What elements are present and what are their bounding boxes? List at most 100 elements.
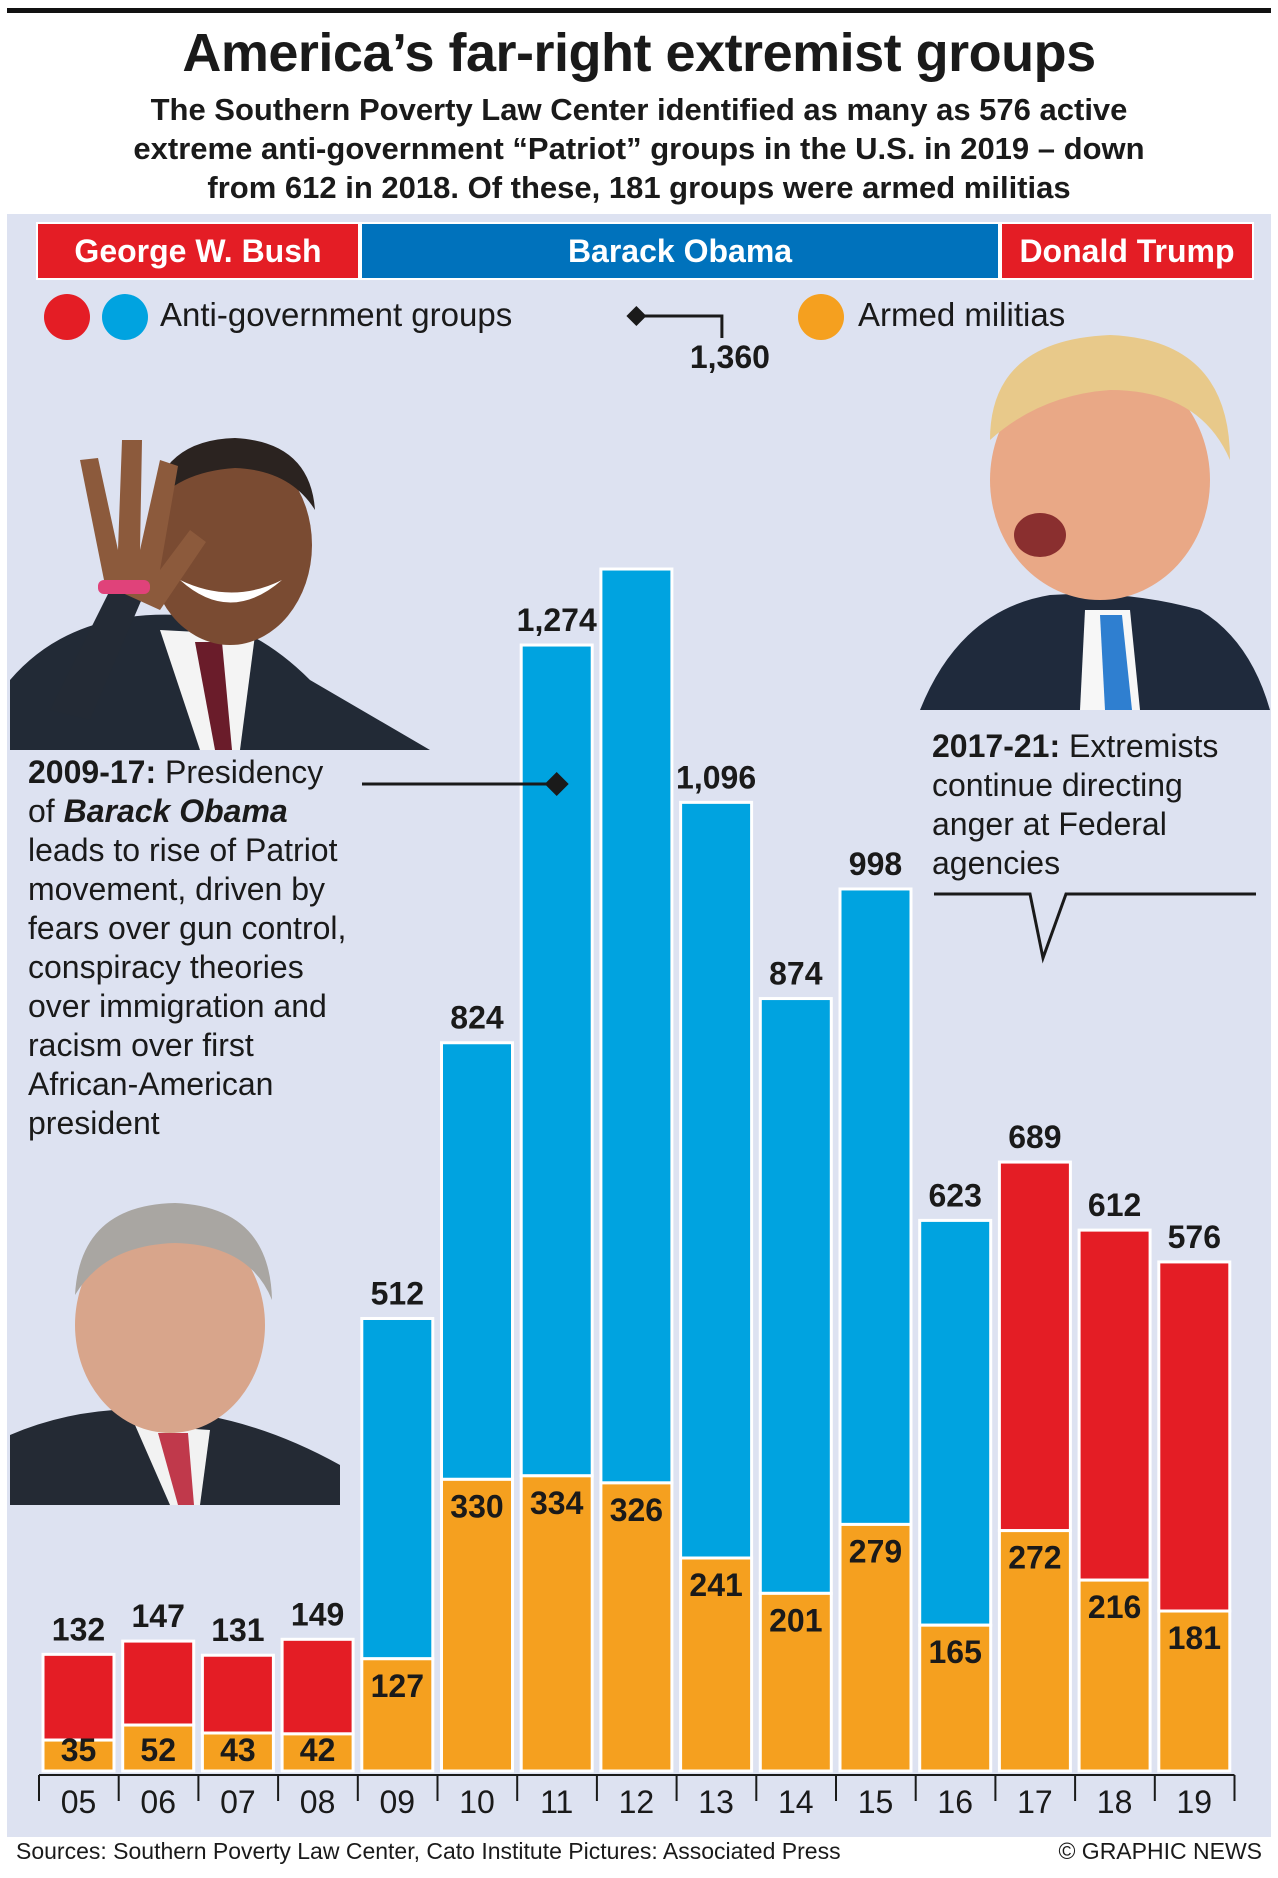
militia-label-09: 127 bbox=[371, 1668, 424, 1704]
legend-orange-dot bbox=[798, 294, 844, 340]
trump-annotation-line: continue directing bbox=[932, 767, 1183, 803]
militia-label-06: 52 bbox=[140, 1732, 176, 1768]
x-tick-label-13: 13 bbox=[698, 1784, 734, 1820]
total-label-08: 149 bbox=[291, 1596, 344, 1632]
subtitle-line-3: from 612 in 2018. Of these, 181 groups w… bbox=[207, 170, 1071, 205]
total-label-09: 512 bbox=[371, 1275, 424, 1311]
era-trump: Donald Trump bbox=[1000, 222, 1254, 280]
obama-annotation-of: of bbox=[28, 793, 64, 829]
militia-label-14: 201 bbox=[769, 1602, 822, 1638]
bar-anti-government-08 bbox=[280, 1637, 355, 1736]
obama-annotation-line: conspiracy theories bbox=[28, 949, 304, 985]
bar-anti-government-05 bbox=[41, 1652, 116, 1742]
obama-annotation-line: African-American bbox=[28, 1066, 274, 1102]
militia-label-18: 216 bbox=[1088, 1589, 1141, 1625]
trump-annotation-line: anger at Federal bbox=[932, 806, 1167, 842]
bar-anti-government-12 bbox=[599, 567, 674, 1485]
bush-photo bbox=[10, 1203, 340, 1505]
militia-label-07: 43 bbox=[220, 1732, 256, 1768]
bar-armed-militias-10 bbox=[440, 1477, 514, 1773]
sources-footer: Sources: Southern Poverty Law Center, Ca… bbox=[16, 1838, 841, 1864]
x-tick-label-19: 19 bbox=[1177, 1784, 1213, 1820]
militia-label-16: 165 bbox=[929, 1634, 982, 1670]
bar-armed-militias-19 bbox=[1157, 1609, 1232, 1773]
bar-anti-government-17 bbox=[997, 1160, 1072, 1533]
x-tick-label-09: 09 bbox=[380, 1784, 416, 1820]
bar-armed-militias-16 bbox=[918, 1623, 993, 1773]
total-label-13: 1,096 bbox=[676, 759, 756, 795]
trump-annotation-text: Extremists bbox=[1060, 728, 1219, 764]
militia-label-12: 326 bbox=[610, 1492, 663, 1528]
bar-anti-government-11 bbox=[519, 643, 594, 1478]
obama-annotation-line: fears over gun control, bbox=[28, 910, 347, 946]
x-tick-label-14: 14 bbox=[778, 1784, 814, 1820]
page-title: America’s far-right extremist groups bbox=[182, 23, 1096, 83]
x-tick-label-08: 08 bbox=[300, 1784, 336, 1820]
legend-militias-label: Armed militias bbox=[858, 296, 1066, 333]
obama-annotation-name: Barack Obama bbox=[63, 793, 288, 829]
bar-armed-militias-05 bbox=[41, 1738, 116, 1773]
total-label-12: 1,360 bbox=[690, 339, 770, 375]
total-label-11: 1,274 bbox=[517, 602, 597, 638]
bar-armed-militias-09 bbox=[360, 1657, 435, 1773]
x-tick-label-07: 07 bbox=[220, 1784, 256, 1820]
bar-armed-militias-08 bbox=[280, 1732, 355, 1773]
militia-label-11: 334 bbox=[530, 1485, 584, 1521]
bar-anti-government-18 bbox=[1077, 1228, 1152, 1582]
militia-label-15: 279 bbox=[849, 1533, 902, 1569]
obama-annotation-line: president bbox=[28, 1105, 160, 1141]
total-label-05: 132 bbox=[52, 1611, 105, 1647]
era-obama: Barack Obama bbox=[360, 222, 1000, 280]
obama-annotation-years: 2009-17: bbox=[28, 754, 157, 790]
legend-anti-gov-label: Anti-government groups bbox=[160, 296, 513, 333]
bar-armed-militias-13 bbox=[679, 1556, 754, 1773]
bar-anti-government-10 bbox=[440, 1041, 514, 1481]
obama-annotation-line: racism over first bbox=[28, 1027, 254, 1063]
trump-annotation: 2017-21: Extremists continue directing a… bbox=[932, 727, 1218, 883]
militia-label-05: 35 bbox=[61, 1732, 97, 1768]
militia-label-10: 330 bbox=[450, 1488, 503, 1524]
obama-annotation: 2009-17: Presidency of Barack Obama lead… bbox=[28, 753, 346, 1143]
total-label-17: 689 bbox=[1008, 1119, 1061, 1155]
bar-anti-government-09 bbox=[360, 1316, 435, 1661]
obama-annotation-line: movement, driven by bbox=[28, 871, 326, 907]
bar-armed-militias-07 bbox=[200, 1731, 275, 1773]
bar-armed-militias-18 bbox=[1077, 1578, 1152, 1773]
bar-armed-militias-06 bbox=[121, 1723, 196, 1773]
x-tick-label-17: 17 bbox=[1017, 1784, 1053, 1820]
total-label-14: 874 bbox=[769, 956, 823, 992]
militia-label-08: 42 bbox=[300, 1732, 336, 1768]
top-rule bbox=[7, 8, 1271, 13]
callout-2012-marker bbox=[626, 306, 647, 326]
bar-anti-government-14 bbox=[758, 997, 833, 1595]
bar-anti-government-16 bbox=[918, 1218, 993, 1627]
legend-red-dot bbox=[44, 294, 90, 340]
bar-armed-militias-14 bbox=[758, 1591, 833, 1773]
callout-2012-leader bbox=[636, 314, 724, 338]
bar-armed-militias-12 bbox=[599, 1481, 674, 1773]
trump-annotation-years: 2017-21: bbox=[932, 728, 1061, 764]
total-label-15: 998 bbox=[849, 846, 902, 882]
bar-anti-government-19 bbox=[1157, 1260, 1232, 1613]
obama-annotation-line: over immigration and bbox=[28, 988, 327, 1024]
obama-photo bbox=[10, 438, 430, 750]
obama-annotation-marker bbox=[544, 772, 569, 796]
x-tick-label-18: 18 bbox=[1097, 1784, 1133, 1820]
x-tick-label-15: 15 bbox=[858, 1784, 894, 1820]
bar-armed-militias-17 bbox=[997, 1529, 1072, 1773]
credit: © GRAPHIC NEWS bbox=[1058, 1838, 1262, 1864]
obama-annotation-text: Presidency bbox=[156, 754, 324, 790]
total-label-19: 576 bbox=[1168, 1219, 1221, 1255]
bar-anti-government-06 bbox=[121, 1639, 196, 1727]
total-label-10: 824 bbox=[450, 1000, 504, 1036]
subtitle-line-2: extreme anti-government “Patriot” groups… bbox=[133, 131, 1145, 166]
militia-label-17: 272 bbox=[1008, 1540, 1061, 1576]
subtitle-line-1: The Southern Poverty Law Center identifi… bbox=[150, 92, 1128, 127]
total-label-06: 147 bbox=[132, 1598, 185, 1634]
bar-armed-militias-15 bbox=[838, 1522, 913, 1773]
x-tick-label-06: 06 bbox=[140, 1784, 176, 1820]
x-tick-label-10: 10 bbox=[459, 1784, 495, 1820]
bar-anti-government-13 bbox=[679, 800, 754, 1560]
legend-blue-dot bbox=[102, 294, 148, 340]
